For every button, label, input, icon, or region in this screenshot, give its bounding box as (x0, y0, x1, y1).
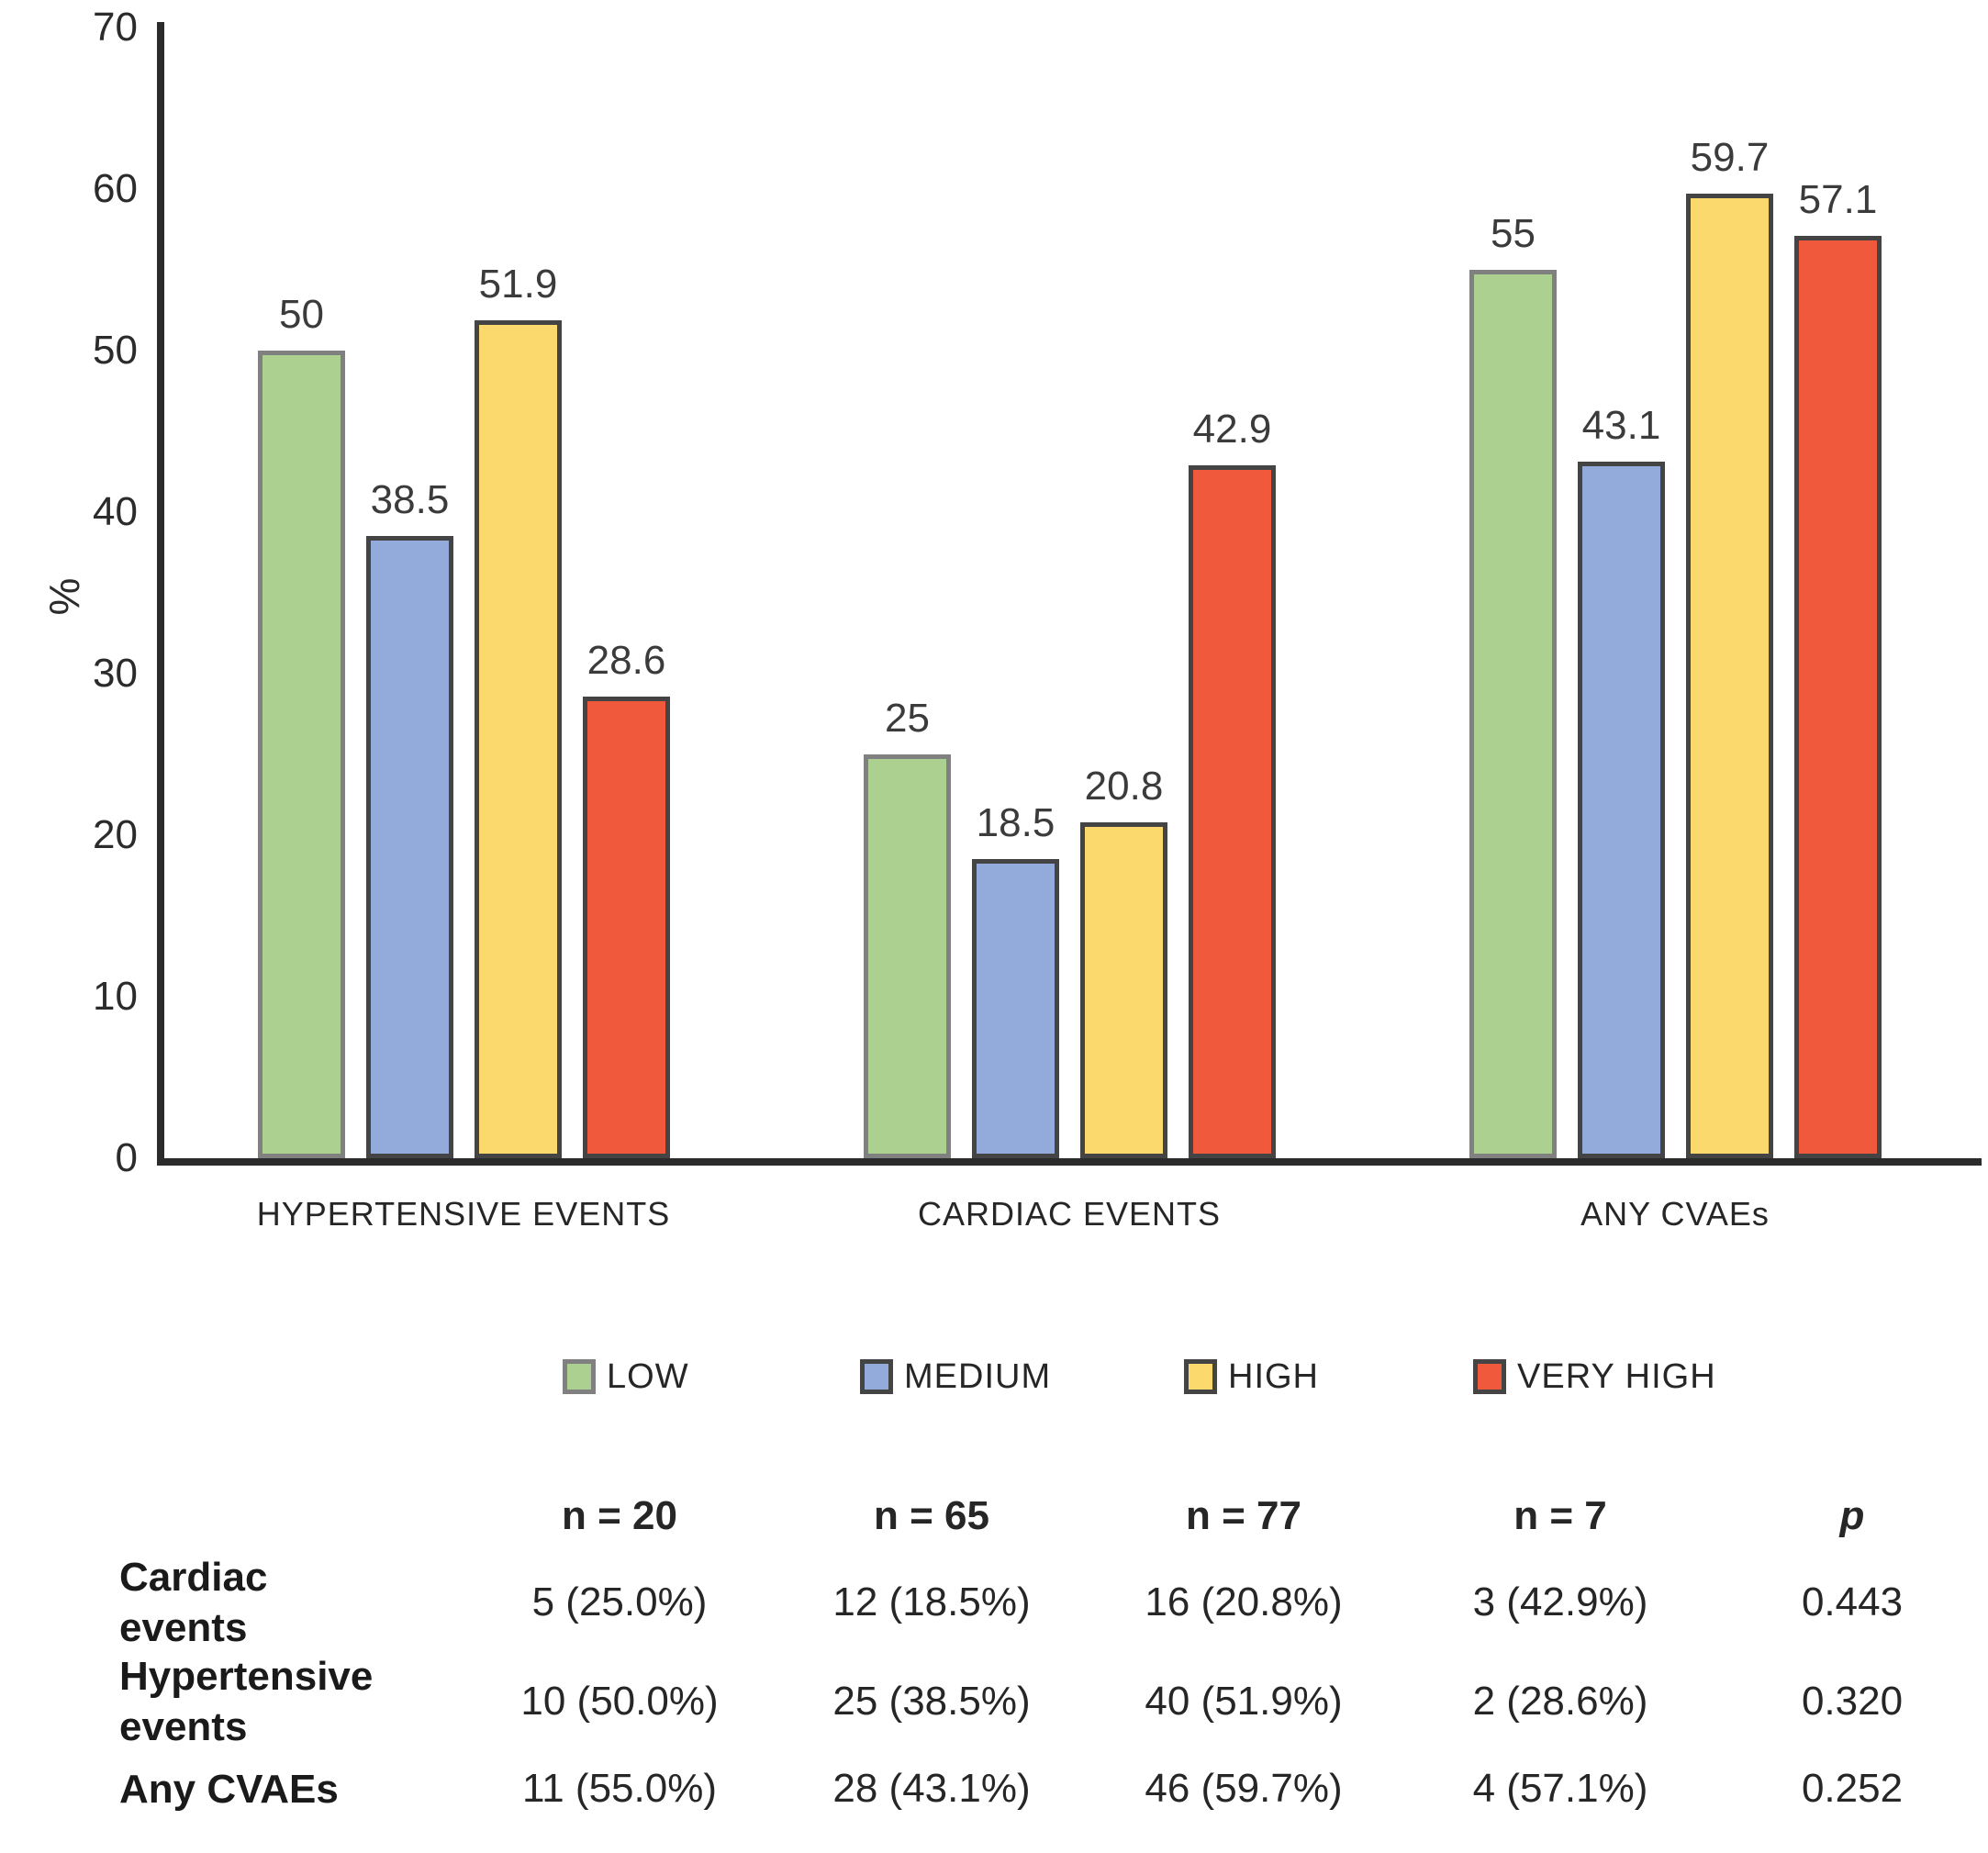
bar-very-high-2 (1189, 465, 1276, 1158)
y-axis-title: % (40, 577, 88, 616)
y-tick-label-10: 10 (93, 974, 138, 1019)
table-cell-r3-c1: 11 (55.0%) (522, 1766, 717, 1811)
table-cell-r3-c3: 46 (59.7%) (1145, 1766, 1343, 1811)
legend-swatch-icon (1473, 1359, 1506, 1394)
bar-value-label: 18.5 (976, 800, 1055, 845)
x-axis-line (157, 1158, 1982, 1166)
bar-value-label: 38.5 (370, 477, 450, 522)
legend-item-very-high: VERY HIGH (1473, 1356, 1716, 1396)
y-tick-label-20: 20 (93, 812, 138, 857)
table-header-5: p (1839, 1493, 1865, 1538)
bar-medium-3 (1578, 462, 1665, 1158)
bar-value-label: 59.7 (1690, 135, 1770, 180)
bar-value-label: 57.1 (1798, 177, 1878, 222)
bar-low-3 (1469, 270, 1557, 1158)
bar-low-1 (258, 351, 345, 1158)
bar-value-label: 51.9 (478, 262, 558, 307)
table-cell-r1-c1: 5 (25.0%) (531, 1580, 708, 1624)
category-label-1: HYPERTENSIVE EVENTS (256, 1195, 671, 1233)
y-tick-label-50: 50 (93, 328, 138, 373)
y-tick-label-30: 30 (93, 651, 138, 696)
table-cell-r1-c2: 12 (18.5%) (832, 1580, 1031, 1624)
table-header-1: n = 20 (562, 1493, 677, 1538)
table-cell-r2-c5: 0.320 (1801, 1679, 1904, 1724)
bar-value-label: 43.1 (1581, 403, 1661, 448)
bar-high-1 (475, 320, 562, 1158)
table-header-4: n = 7 (1513, 1493, 1607, 1538)
legend-item-high: HIGH (1184, 1356, 1319, 1396)
bar-low-2 (864, 754, 951, 1158)
legend-swatch-icon (1184, 1359, 1217, 1394)
bar-value-label: 42.9 (1192, 407, 1272, 452)
bar-medium-2 (972, 859, 1059, 1158)
legend-swatch-icon (860, 1359, 893, 1394)
bar-very-high-3 (1794, 236, 1882, 1158)
table-header-3: n = 77 (1186, 1493, 1301, 1538)
table-cell-r1-c3: 16 (20.8%) (1145, 1580, 1343, 1624)
y-axis-line (157, 22, 164, 1166)
y-tick-label-40: 40 (93, 489, 138, 534)
legend-label: MEDIUM (904, 1356, 1052, 1396)
y-tick-label-60: 60 (93, 166, 138, 211)
y-tick-label-0: 0 (115, 1135, 138, 1180)
table-cell-r2-c3: 40 (51.9%) (1145, 1679, 1343, 1724)
bar-high-3 (1686, 194, 1773, 1158)
table-cell-r3-c4: 4 (57.1%) (1472, 1766, 1648, 1811)
table-cell-r2-c4: 2 (28.6%) (1472, 1679, 1648, 1724)
table-corner-cell (119, 1479, 459, 1553)
table-cell-r2-c1: 10 (50.0%) (520, 1679, 719, 1724)
summary-table: n = 20 n = 65 n = 77 n = 7 p Cardiac events 5 … (0, 1479, 1988, 1826)
table-row-label-2: Hypertensive events (119, 1654, 374, 1749)
legend-item-medium: MEDIUM (860, 1356, 1052, 1396)
bar-value-label: 20.8 (1084, 764, 1164, 809)
table-row-label-1: Cardiac events (119, 1555, 268, 1650)
bar-value-label: 55 (1491, 211, 1536, 256)
table-header-2: n = 65 (874, 1493, 989, 1538)
legend-label: VERY HIGH (1517, 1356, 1716, 1396)
table-cell-r3-c2: 28 (43.1%) (832, 1766, 1031, 1811)
y-tick-label-70: 70 (93, 5, 138, 50)
category-label-3: ANY CVAEs (1580, 1195, 1770, 1233)
table-cell-r2-c2: 25 (38.5%) (832, 1679, 1031, 1724)
category-label-2: CARDIAC EVENTS (917, 1195, 1222, 1233)
bar-medium-1 (366, 536, 453, 1158)
table-cell-r1-c4: 3 (42.9%) (1472, 1580, 1648, 1624)
bar-value-label: 50 (279, 292, 324, 337)
legend-item-low: LOW (563, 1356, 689, 1396)
bar-high-2 (1080, 822, 1167, 1158)
bar-very-high-1 (583, 697, 670, 1158)
legend-label: HIGH (1228, 1356, 1319, 1396)
table-row-label-3: Any CVAEs (119, 1766, 339, 1812)
bar-value-label: 25 (885, 696, 930, 741)
table-cell-r3-c5: 0.252 (1801, 1766, 1904, 1811)
legend-swatch-icon (563, 1359, 596, 1394)
table-cell-r1-c5: 0.443 (1801, 1580, 1904, 1624)
bar-value-label: 28.6 (586, 638, 666, 683)
legend-label: LOW (607, 1356, 689, 1396)
